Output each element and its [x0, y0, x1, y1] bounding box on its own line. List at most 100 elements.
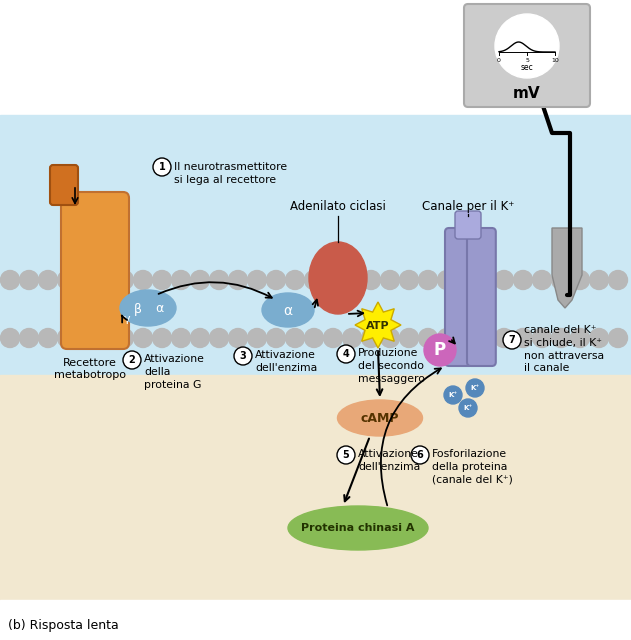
Circle shape: [608, 328, 627, 348]
Circle shape: [608, 271, 627, 289]
Text: α: α: [155, 303, 163, 316]
Circle shape: [380, 271, 399, 289]
Circle shape: [324, 328, 343, 348]
Circle shape: [466, 379, 484, 397]
Circle shape: [533, 328, 551, 348]
Circle shape: [570, 328, 589, 348]
Text: sec: sec: [521, 63, 533, 72]
Circle shape: [305, 271, 324, 289]
Circle shape: [514, 328, 533, 348]
Circle shape: [20, 328, 38, 348]
Text: P: P: [434, 341, 446, 359]
Circle shape: [551, 328, 570, 348]
Circle shape: [76, 271, 95, 289]
Circle shape: [191, 271, 209, 289]
Ellipse shape: [309, 242, 367, 314]
Circle shape: [57, 328, 76, 348]
Text: Attivazione
della
proteina G: Attivazione della proteina G: [144, 354, 205, 390]
Circle shape: [495, 271, 514, 289]
Circle shape: [476, 271, 495, 289]
Text: 0: 0: [497, 58, 501, 63]
Bar: [0, 115, 631, 375]
Circle shape: [191, 328, 209, 348]
Circle shape: [476, 328, 495, 348]
Circle shape: [38, 271, 57, 289]
Circle shape: [305, 328, 324, 348]
Circle shape: [95, 271, 114, 289]
Circle shape: [114, 271, 134, 289]
Circle shape: [589, 271, 608, 289]
Circle shape: [228, 328, 247, 348]
Circle shape: [285, 271, 305, 289]
Circle shape: [589, 328, 608, 348]
Circle shape: [123, 351, 141, 369]
Circle shape: [362, 328, 380, 348]
Circle shape: [234, 347, 252, 365]
Text: Recettore
metabotropo: Recettore metabotropo: [54, 358, 126, 380]
Circle shape: [444, 386, 462, 404]
Polygon shape: [552, 228, 582, 308]
Text: 3: 3: [240, 351, 246, 361]
Circle shape: [20, 271, 38, 289]
Circle shape: [285, 328, 305, 348]
Circle shape: [247, 328, 266, 348]
Circle shape: [495, 328, 514, 348]
Circle shape: [503, 331, 521, 349]
Circle shape: [418, 271, 437, 289]
Text: 6: 6: [416, 450, 423, 460]
Circle shape: [76, 328, 95, 348]
Circle shape: [228, 271, 247, 289]
Circle shape: [362, 271, 380, 289]
Circle shape: [411, 446, 429, 464]
Circle shape: [266, 271, 285, 289]
Circle shape: [95, 328, 114, 348]
Circle shape: [456, 271, 476, 289]
Circle shape: [172, 328, 191, 348]
Circle shape: [399, 271, 418, 289]
Circle shape: [533, 271, 551, 289]
Ellipse shape: [288, 506, 428, 550]
Bar: [0, 0, 631, 115]
Circle shape: [38, 328, 57, 348]
FancyBboxPatch shape: [455, 211, 481, 239]
FancyBboxPatch shape: [445, 228, 474, 366]
Circle shape: [209, 328, 228, 348]
FancyBboxPatch shape: [467, 228, 496, 366]
Text: Adenilato ciclasi: Adenilato ciclasi: [290, 200, 386, 213]
Circle shape: [1, 328, 20, 348]
Text: Attivazione
dell'enzima: Attivazione dell'enzima: [255, 350, 317, 372]
Text: 10: 10: [551, 58, 559, 63]
Ellipse shape: [262, 293, 314, 327]
Text: (b) Risposta lenta: (b) Risposta lenta: [8, 618, 119, 632]
Text: α: α: [283, 304, 293, 318]
Circle shape: [514, 271, 533, 289]
Circle shape: [459, 399, 477, 417]
Circle shape: [380, 328, 399, 348]
Ellipse shape: [338, 400, 423, 436]
Text: β: β: [134, 303, 142, 316]
Circle shape: [153, 158, 171, 176]
Ellipse shape: [120, 290, 176, 326]
Text: 7: 7: [509, 335, 516, 345]
Circle shape: [153, 271, 172, 289]
Circle shape: [134, 271, 153, 289]
Circle shape: [343, 271, 362, 289]
Text: 4: 4: [343, 349, 350, 359]
Circle shape: [337, 446, 355, 464]
Circle shape: [266, 328, 285, 348]
Circle shape: [324, 271, 343, 289]
Circle shape: [343, 328, 362, 348]
Bar: [0, 375, 631, 600]
Text: γ: γ: [124, 314, 131, 324]
Circle shape: [424, 334, 456, 366]
Circle shape: [399, 328, 418, 348]
Circle shape: [418, 328, 437, 348]
Text: 5: 5: [343, 450, 350, 460]
Text: Proteina chinasi A: Proteina chinasi A: [301, 523, 415, 533]
Polygon shape: [355, 302, 401, 348]
Circle shape: [495, 14, 559, 78]
FancyBboxPatch shape: [61, 192, 129, 349]
Text: K⁺: K⁺: [463, 405, 473, 411]
Text: 1: 1: [158, 162, 165, 172]
Bar: [0, 600, 631, 640]
